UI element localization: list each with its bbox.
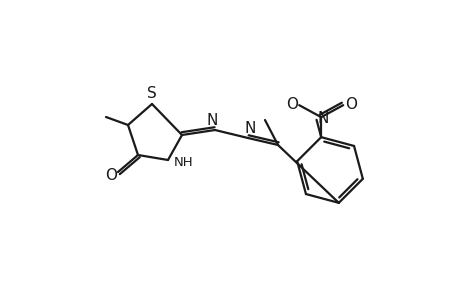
Text: O: O [285,97,297,112]
Text: O: O [105,167,117,182]
Text: N: N [244,121,255,136]
Text: NH: NH [174,155,193,169]
Text: S: S [147,85,157,100]
Text: O: O [344,97,357,112]
Text: N: N [206,112,217,128]
Text: N: N [317,111,328,126]
